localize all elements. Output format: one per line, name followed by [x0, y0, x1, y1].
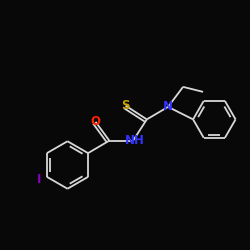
Text: N: N [163, 100, 173, 114]
Text: O: O [90, 116, 101, 128]
Text: S: S [121, 99, 130, 112]
Text: NH: NH [125, 134, 145, 147]
Text: I: I [37, 173, 42, 186]
